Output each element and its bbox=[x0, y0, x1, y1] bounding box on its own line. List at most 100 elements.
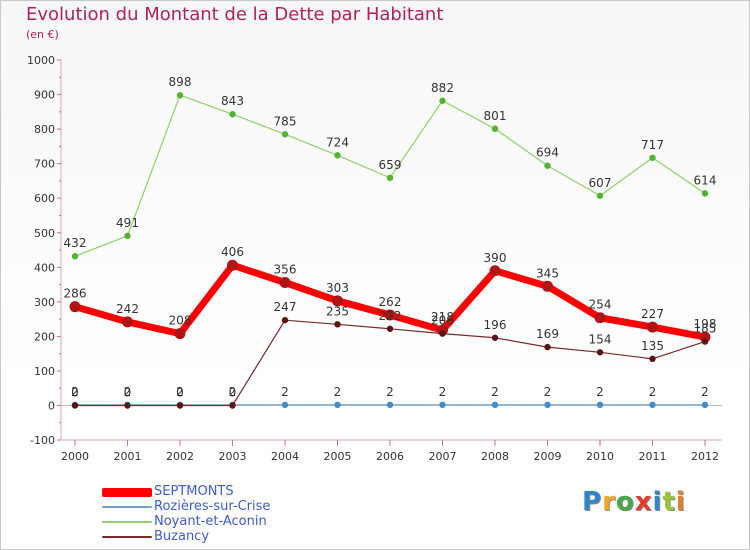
x-tick-label: 2011 bbox=[639, 450, 667, 463]
data-label-noyant-et-aconin: 882 bbox=[431, 81, 454, 95]
y-tick-label: 400 bbox=[34, 261, 55, 274]
logo-letter: x bbox=[634, 487, 653, 517]
data-point-buzancy bbox=[491, 334, 499, 341]
data-point-buzancy bbox=[334, 321, 341, 328]
data-label-rozieres-sur-crise: 2 bbox=[386, 385, 394, 399]
chart-subtitle: (en €) bbox=[26, 28, 59, 41]
data-point-buzancy bbox=[124, 402, 131, 409]
x-tick-label: 2009 bbox=[534, 450, 562, 463]
x-tick-label: 2004 bbox=[271, 450, 299, 463]
data-label-buzancy: 235 bbox=[326, 304, 349, 318]
data-point-buzancy bbox=[281, 316, 289, 324]
data-point-septmonts bbox=[542, 280, 553, 292]
x-tick-label: 2006 bbox=[376, 450, 404, 463]
legend-swatch bbox=[102, 506, 152, 508]
data-label-noyant-et-aconin: 607 bbox=[589, 176, 612, 190]
data-label-noyant-et-aconin: 785 bbox=[274, 114, 297, 128]
data-point-rozieres-sur-crise bbox=[596, 401, 604, 409]
data-point-rozieres-sur-crise bbox=[701, 401, 709, 409]
y-tick-label: 200 bbox=[34, 330, 55, 343]
data-label-rozieres-sur-crise: 2 bbox=[281, 385, 289, 399]
data-point-septmonts bbox=[122, 316, 133, 328]
data-label-buzancy: 247 bbox=[274, 300, 297, 314]
logo-letter: o bbox=[615, 487, 635, 517]
data-point-septmonts bbox=[384, 309, 396, 321]
legend-label: Noyant-et-Aconin bbox=[154, 514, 267, 529]
data-label-rozieres-sur-crise: 2 bbox=[71, 385, 79, 399]
legend-swatch bbox=[102, 487, 152, 497]
data-label-noyant-et-aconin: 724 bbox=[326, 135, 349, 149]
data-point-noyant-et-aconin bbox=[649, 154, 656, 161]
data-label-buzancy: 0 bbox=[176, 386, 184, 400]
data-label-septmonts: 254 bbox=[589, 298, 612, 312]
x-tick-label: 2002 bbox=[166, 450, 194, 463]
data-label-septmonts: 218 bbox=[431, 310, 454, 324]
data-label-buzancy: 0 bbox=[229, 386, 237, 400]
data-point-septmonts bbox=[279, 277, 291, 289]
y-tick-label: 300 bbox=[34, 296, 55, 309]
data-point-septmonts bbox=[69, 301, 81, 313]
x-tick-label: 2012 bbox=[691, 450, 719, 463]
data-point-septmonts bbox=[332, 295, 343, 307]
data-label-buzancy: 0 bbox=[124, 386, 132, 400]
data-point-rozieres-sur-crise bbox=[544, 401, 551, 409]
data-point-noyant-et-aconin bbox=[596, 192, 604, 199]
data-point-noyant-et-aconin bbox=[544, 162, 551, 169]
data-point-buzancy bbox=[701, 338, 709, 345]
y-tick-label: 900 bbox=[34, 89, 55, 102]
data-point-noyant-et-aconin bbox=[386, 174, 394, 182]
x-tick-label: 2005 bbox=[324, 450, 352, 463]
y-tick-label: 600 bbox=[34, 192, 55, 205]
data-label-septmonts: 198 bbox=[694, 317, 717, 331]
data-label-rozieres-sur-crise: 2 bbox=[596, 385, 604, 399]
data-point-buzancy bbox=[439, 330, 446, 337]
y-tick-label: 800 bbox=[34, 123, 55, 136]
data-point-noyant-et-aconin bbox=[281, 131, 289, 138]
data-point-septmonts bbox=[594, 312, 606, 324]
logo-letter: r bbox=[602, 487, 616, 517]
data-point-rozieres-sur-crise bbox=[491, 401, 499, 409]
data-label-buzancy: 169 bbox=[536, 327, 559, 341]
legend-label: SEPTMONTS bbox=[154, 484, 234, 499]
y-tick-label: 1000 bbox=[27, 54, 55, 67]
data-label-septmonts: 303 bbox=[326, 281, 349, 295]
data-point-noyant-et-aconin bbox=[701, 190, 709, 197]
data-label-rozieres-sur-crise: 2 bbox=[701, 385, 709, 399]
logo-letter: P bbox=[582, 487, 603, 517]
data-label-noyant-et-aconin: 659 bbox=[379, 158, 402, 172]
data-label-rozieres-sur-crise: 2 bbox=[491, 385, 499, 399]
data-point-rozieres-sur-crise bbox=[439, 401, 446, 409]
y-tick-label: 0 bbox=[48, 400, 55, 413]
data-label-noyant-et-aconin: 898 bbox=[169, 75, 192, 89]
data-point-buzancy bbox=[544, 343, 551, 351]
data-label-septmonts: 356 bbox=[274, 263, 297, 277]
data-label-rozieres-sur-crise: 2 bbox=[124, 385, 132, 399]
y-tick-label: 700 bbox=[34, 158, 55, 171]
data-label-septmonts: 345 bbox=[536, 266, 559, 280]
data-label-septmonts: 262 bbox=[379, 295, 402, 309]
logo-letter: i bbox=[675, 487, 686, 517]
data-point-buzancy bbox=[71, 402, 79, 409]
data-label-buzancy: 135 bbox=[641, 339, 664, 353]
data-label-septmonts: 390 bbox=[484, 251, 507, 265]
data-label-noyant-et-aconin: 801 bbox=[484, 109, 507, 123]
data-label-septmonts: 227 bbox=[641, 307, 664, 321]
x-tick-label: 2010 bbox=[586, 450, 614, 463]
data-label-noyant-et-aconin: 614 bbox=[694, 173, 717, 187]
data-point-buzancy bbox=[176, 402, 184, 409]
x-tick-label: 2008 bbox=[481, 450, 509, 463]
data-point-rozieres-sur-crise bbox=[386, 401, 394, 409]
data-point-noyant-et-aconin bbox=[176, 92, 184, 99]
x-tick-label: 2000 bbox=[61, 450, 89, 463]
data-label-rozieres-sur-crise: 2 bbox=[544, 385, 552, 399]
data-label-noyant-et-aconin: 717 bbox=[641, 138, 664, 152]
logo-letter: i bbox=[652, 487, 663, 517]
data-point-septmonts bbox=[699, 331, 711, 343]
data-label-rozieres-sur-crise: 2 bbox=[649, 385, 657, 399]
data-label-buzancy: 154 bbox=[589, 332, 612, 346]
data-point-noyant-et-aconin bbox=[71, 253, 79, 260]
y-tick-label: 500 bbox=[34, 227, 55, 240]
data-label-buzancy: 208 bbox=[431, 314, 454, 328]
data-label-rozieres-sur-crise: 2 bbox=[334, 385, 342, 399]
